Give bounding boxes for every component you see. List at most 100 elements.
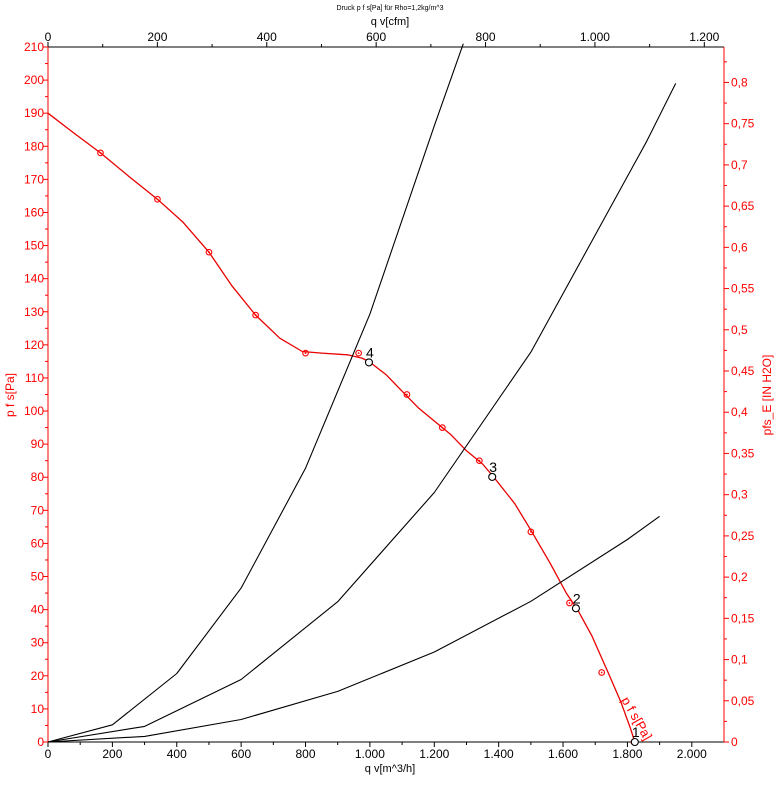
fan-curve-marker bbox=[476, 457, 483, 465]
x2-tick-label: 200 bbox=[147, 30, 167, 44]
fan-curve-marker bbox=[438, 424, 446, 431]
y-tick-label: 110 bbox=[25, 371, 44, 385]
y2-tick-label: 0,7 bbox=[731, 158, 748, 172]
operating-point-label: 1 bbox=[632, 724, 640, 740]
y-tick-label: 100 bbox=[24, 404, 44, 418]
operating-point-marker bbox=[488, 472, 497, 481]
y2-tick-label: 0,3 bbox=[731, 488, 748, 502]
fan-curve-marker bbox=[97, 149, 104, 157]
fan-curve-marker-dot bbox=[529, 530, 532, 533]
fan-curve-marker bbox=[302, 349, 309, 357]
axes: 0 200 400 600 800 1.000 1.200 1.400 1.600 1.800 2.… bbox=[24, 30, 755, 761]
fan-curve-marker-dot bbox=[304, 352, 307, 355]
y-tick-label: 50 bbox=[31, 570, 45, 584]
top-axis-label: q v[cfm] bbox=[371, 16, 410, 28]
y2-tick-label: 0,15 bbox=[731, 611, 755, 625]
x2-tick-label: 1.200 bbox=[689, 30, 719, 44]
operating-point-marker bbox=[364, 358, 373, 367]
x-tick-label: 200 bbox=[102, 747, 122, 761]
x2-tick-label: 600 bbox=[366, 30, 386, 44]
x-tick-label: 400 bbox=[167, 747, 187, 761]
x2-tick-label: 1.000 bbox=[580, 30, 610, 44]
y-tick-label: 210 bbox=[24, 40, 44, 54]
y-tick-label: 40 bbox=[31, 603, 45, 617]
y-tick-label: 190 bbox=[24, 106, 44, 120]
fan-curve-marker-dot bbox=[357, 352, 360, 355]
y2-tick-label: 0,75 bbox=[731, 117, 755, 131]
y-tick-label: 60 bbox=[31, 536, 45, 550]
x2-tick-label: 800 bbox=[476, 30, 496, 44]
right-axis-label: pfs_E [IN H2O] bbox=[760, 355, 774, 436]
bottom-axis-label: q v[m^3/h] bbox=[365, 763, 415, 775]
operating-point-marker bbox=[571, 604, 580, 613]
y-tick-label: 200 bbox=[24, 73, 44, 87]
fan-curve-marker-dot bbox=[568, 602, 571, 604]
fan-curve-marker bbox=[154, 195, 161, 203]
fan-curve-marker-dot bbox=[254, 314, 257, 316]
y-tick-label: 180 bbox=[24, 139, 44, 153]
y-tick-label: 120 bbox=[24, 338, 44, 352]
y2-tick-label: 0,05 bbox=[731, 694, 755, 708]
operating-point-label: 3 bbox=[489, 459, 497, 475]
y-tick-label: 30 bbox=[31, 636, 45, 650]
y-tick-label: 0 bbox=[37, 735, 44, 749]
fan-curve-marker-dot bbox=[600, 671, 603, 674]
y-tick-label: 80 bbox=[31, 470, 45, 484]
y2-tick-label: 0 bbox=[731, 735, 738, 749]
y2-tick-label: 0,25 bbox=[731, 529, 755, 543]
operating-point-label: 2 bbox=[573, 590, 581, 606]
y-tick-label: 150 bbox=[24, 239, 44, 253]
chart-title: Druck p f s[Pa] für Rho=1,2kg/m^3 bbox=[337, 5, 444, 12]
fan-curve-marker-dot bbox=[156, 198, 159, 201]
y-tick-label: 170 bbox=[24, 172, 44, 186]
y-tick-label: 10 bbox=[31, 702, 45, 716]
y-tick-label: 70 bbox=[31, 503, 45, 517]
left-axis-label: p f s[Pa] bbox=[3, 373, 17, 417]
y-tick-label: 140 bbox=[24, 272, 44, 286]
x2-tick-label: 400 bbox=[257, 30, 277, 44]
fan-curve-marker bbox=[598, 669, 606, 676]
fan-curve-marker-dot bbox=[99, 152, 102, 154]
fan-curve-marker bbox=[527, 528, 535, 536]
y-tick-label: 130 bbox=[24, 305, 44, 319]
x-tick-label: 0 bbox=[45, 747, 52, 761]
y2-tick-label: 0,65 bbox=[731, 199, 755, 213]
fan-curve-marker-dot bbox=[208, 251, 210, 254]
x-tick-label: 600 bbox=[231, 747, 251, 761]
fan-curve-marker bbox=[355, 349, 362, 357]
operating-point-label: 4 bbox=[366, 344, 374, 360]
fan-curve-marker-dot bbox=[441, 426, 444, 429]
fan-curve bbox=[47, 112, 636, 743]
x-tick-label: 800 bbox=[296, 747, 316, 761]
system-curve-2 bbox=[47, 83, 677, 743]
y2-tick-label: 0,35 bbox=[731, 446, 755, 460]
fan-curve-marker bbox=[403, 391, 411, 398]
system-curve-1 bbox=[47, 43, 464, 743]
y2-tick-label: 0,8 bbox=[731, 75, 748, 89]
data-marks: 1 2 3 4 bbox=[97, 149, 640, 747]
y2-tick-label: 0,2 bbox=[731, 570, 748, 584]
fan-curve-marker-dot bbox=[406, 393, 408, 396]
y2-tick-label: 0,55 bbox=[731, 282, 755, 296]
fan-curve-marker bbox=[566, 599, 573, 607]
curves bbox=[47, 43, 677, 743]
system-curve-3 bbox=[47, 515, 660, 743]
x2-tick-label: 0 bbox=[45, 30, 52, 44]
fan-curve-marker bbox=[252, 311, 259, 319]
y2-tick-label: 0,1 bbox=[731, 653, 748, 667]
fan-curve-marker-dot bbox=[478, 459, 481, 462]
y2-tick-label: 0,4 bbox=[731, 405, 748, 419]
fan-curve-marker bbox=[205, 248, 213, 256]
operating-point-marker bbox=[630, 737, 639, 747]
y2-tick-label: 0,6 bbox=[731, 240, 748, 254]
y2-tick-label: 0,45 bbox=[731, 364, 755, 378]
x-tick-label: 1.600 bbox=[548, 747, 578, 761]
y-tick-label: 20 bbox=[31, 669, 45, 683]
x-tick-label: 1.200 bbox=[419, 747, 449, 761]
x-tick-label: 1.000 bbox=[355, 747, 385, 761]
y-tick-label: 160 bbox=[24, 205, 44, 219]
y-tick-label: 90 bbox=[31, 437, 45, 451]
x-tick-label: 1.800 bbox=[612, 747, 642, 761]
